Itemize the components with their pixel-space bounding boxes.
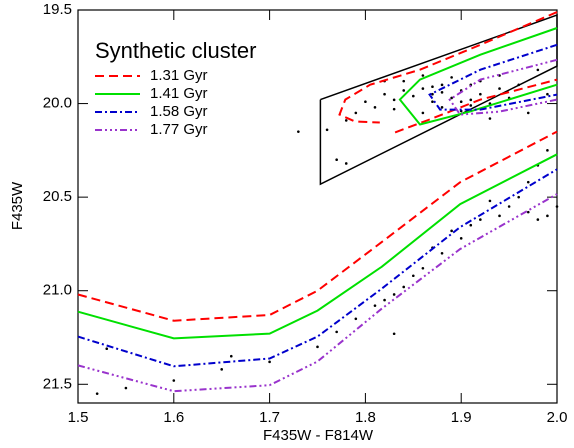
star-point [344,119,348,122]
star-point [546,92,549,96]
selection-box [319,14,558,186]
star-point [373,106,377,109]
star-point [536,68,540,72]
star-point [479,218,482,221]
x-tick-label: 1.8 [355,409,376,426]
star-point [526,210,530,214]
star-point [526,180,530,184]
star-point [412,94,415,98]
y-tick-label: 20.0 [43,95,72,112]
y-tick-label: 19.5 [43,1,72,18]
isochrone-line [77,43,558,368]
star-point [383,298,386,302]
star-point [450,96,453,100]
star-point [220,368,223,371]
x-axis-label: F435W - F814W [263,427,374,444]
star-point [354,111,358,115]
x-tick-label: 2.0 [547,409,568,426]
star-point [479,92,482,96]
star-point [440,91,444,94]
star-point [354,317,358,321]
y-tick-label: 21.0 [43,282,72,299]
star-point [344,162,348,165]
star-point [536,218,540,221]
star-point [421,111,425,115]
star-point [517,195,520,199]
star-point [431,92,434,96]
star-point [95,392,99,395]
star-point [316,345,319,349]
star-point [335,330,338,334]
star-point [124,386,128,390]
star-point [546,149,549,152]
star-point [392,98,396,102]
star-point [364,100,367,103]
x-tick-label: 1.9 [451,409,472,426]
star-point [297,130,300,133]
star-point [469,104,473,107]
star-point [421,74,425,77]
star-point [498,214,501,218]
star-point [421,266,425,270]
star-point [555,205,559,208]
y-tick-label: 20.5 [43,188,72,205]
star-point [402,285,406,289]
star-point [392,107,396,111]
star-point [459,237,463,240]
legend-label: 1.41 Gyr [150,85,208,102]
star-point [172,379,176,382]
star-point [431,100,434,103]
legend-title: Synthetic cluster [95,38,256,63]
x-tick-label: 1.7 [259,409,280,426]
star-point [373,304,377,307]
star-point [392,293,396,296]
star-point [459,100,463,103]
star-point [105,347,109,351]
star-point [440,106,444,109]
star-point [450,76,453,79]
star-point [402,89,406,92]
star-point [325,128,329,132]
y-axis-label: F435W [9,181,26,230]
star-point [469,223,473,227]
star-point [440,83,444,87]
x-tick-label: 1.6 [163,409,184,426]
star-point [268,360,271,364]
star-point [335,158,338,162]
star-point [421,87,425,90]
star-point [517,83,520,87]
isochrone-line [77,58,558,393]
star-point [526,111,530,115]
star-point [412,274,415,278]
star-point [450,229,453,233]
star-point [431,85,434,89]
isochrone-line [77,27,558,340]
legend-label: 1.31 Gyr [150,67,208,84]
star-point [488,117,492,120]
y-tick-label: 21.5 [43,375,72,392]
star-point [440,251,444,255]
star-point [402,79,406,83]
legend-label: 1.77 Gyr [150,121,208,138]
star-point [229,354,233,358]
star-point [488,199,492,203]
star-point [392,332,396,336]
x-tick-label: 1.5 [68,409,89,426]
star-point [469,98,473,102]
legend-label: 1.58 Gyr [150,103,208,120]
star-point [507,205,511,208]
star-point [546,214,549,218]
star-point [498,87,501,90]
star-point [383,92,386,96]
